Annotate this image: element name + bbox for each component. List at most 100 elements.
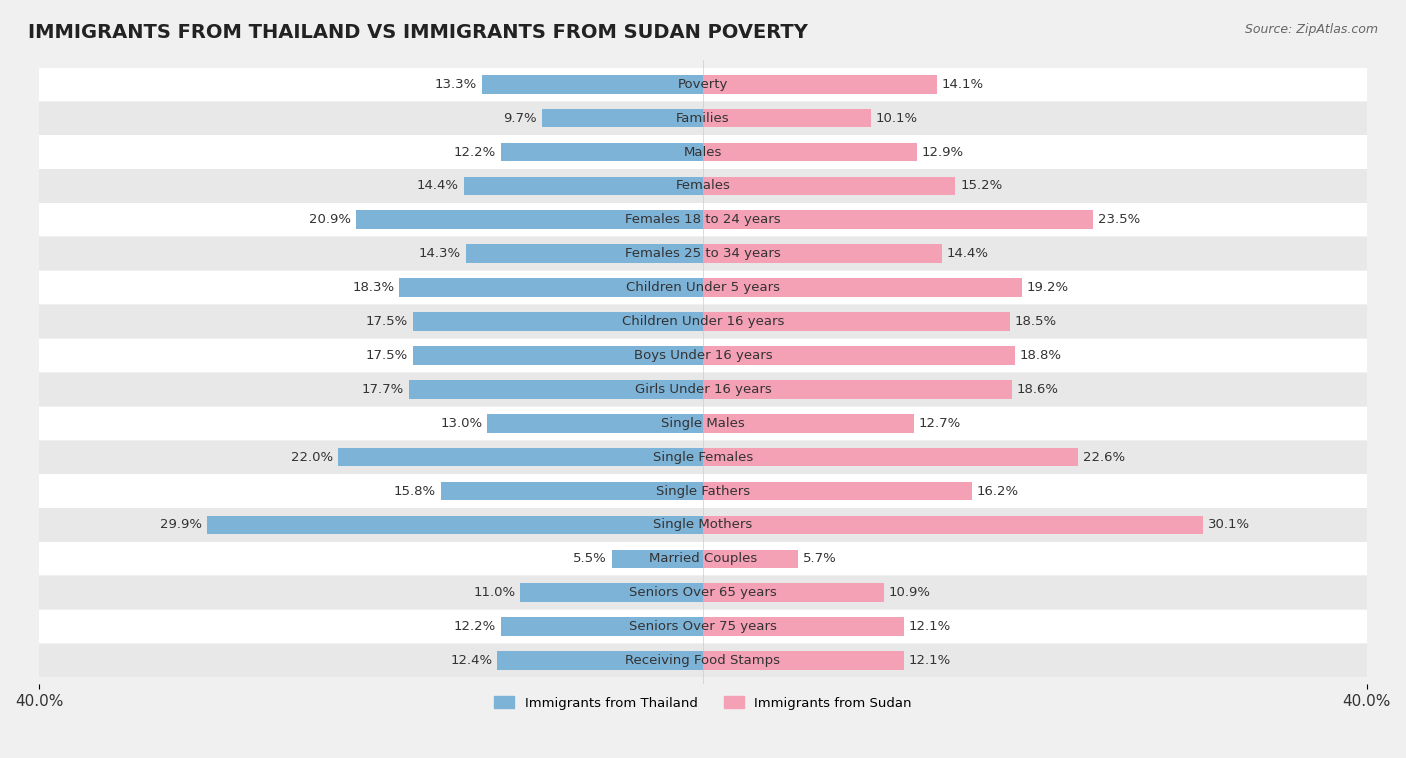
Bar <box>207 515 703 534</box>
Bar <box>703 584 884 602</box>
Bar <box>703 244 942 263</box>
Text: Single Females: Single Females <box>652 450 754 464</box>
Bar <box>543 109 703 127</box>
Text: Source: ZipAtlas.com: Source: ZipAtlas.com <box>1244 23 1378 36</box>
Bar <box>703 617 904 636</box>
Text: IMMIGRANTS FROM THAILAND VS IMMIGRANTS FROM SUDAN POVERTY: IMMIGRANTS FROM THAILAND VS IMMIGRANTS F… <box>28 23 808 42</box>
Text: Single Mothers: Single Mothers <box>654 518 752 531</box>
Text: 12.2%: 12.2% <box>453 146 495 158</box>
Text: 12.2%: 12.2% <box>453 620 495 633</box>
Text: 12.1%: 12.1% <box>908 654 950 667</box>
Bar <box>703 211 1092 229</box>
Text: 17.7%: 17.7% <box>361 383 405 396</box>
Text: Girls Under 16 years: Girls Under 16 years <box>634 383 772 396</box>
Bar <box>39 169 1367 202</box>
Text: 14.4%: 14.4% <box>948 247 988 260</box>
Text: 30.1%: 30.1% <box>1208 518 1250 531</box>
Bar <box>703 380 1012 399</box>
Bar <box>39 542 1367 575</box>
Bar <box>409 380 703 399</box>
Text: 13.0%: 13.0% <box>440 417 482 430</box>
Bar <box>703 346 1015 365</box>
Text: 23.5%: 23.5% <box>1098 213 1140 227</box>
Text: 12.4%: 12.4% <box>450 654 492 667</box>
Bar <box>441 481 703 500</box>
Bar <box>703 312 1010 330</box>
Text: 22.0%: 22.0% <box>291 450 333 464</box>
Text: 14.3%: 14.3% <box>419 247 461 260</box>
Text: 15.2%: 15.2% <box>960 180 1002 193</box>
Bar <box>703 109 870 127</box>
Bar <box>39 305 1367 338</box>
Text: 11.0%: 11.0% <box>474 586 516 600</box>
Bar <box>612 550 703 568</box>
Bar <box>39 67 1367 101</box>
Bar <box>703 414 914 433</box>
Text: 18.8%: 18.8% <box>1019 349 1062 362</box>
Bar <box>337 448 703 466</box>
Text: Seniors Over 65 years: Seniors Over 65 years <box>628 586 778 600</box>
Text: 19.2%: 19.2% <box>1026 281 1069 294</box>
Text: 9.7%: 9.7% <box>503 111 537 124</box>
Bar <box>39 509 1367 541</box>
Bar <box>703 515 1202 534</box>
Text: 29.9%: 29.9% <box>160 518 202 531</box>
Text: 18.5%: 18.5% <box>1015 315 1057 328</box>
Text: 14.1%: 14.1% <box>942 78 984 91</box>
Bar <box>39 339 1367 372</box>
Bar <box>703 481 972 500</box>
Text: Children Under 5 years: Children Under 5 years <box>626 281 780 294</box>
Bar <box>39 610 1367 644</box>
Bar <box>412 346 703 365</box>
Text: Single Males: Single Males <box>661 417 745 430</box>
Text: 5.7%: 5.7% <box>803 553 837 565</box>
Text: Families: Families <box>676 111 730 124</box>
Text: 15.8%: 15.8% <box>394 484 436 497</box>
Bar <box>39 373 1367 406</box>
Bar <box>39 440 1367 474</box>
Bar <box>703 550 797 568</box>
Text: Receiving Food Stamps: Receiving Food Stamps <box>626 654 780 667</box>
Bar <box>501 617 703 636</box>
Text: Females 25 to 34 years: Females 25 to 34 years <box>626 247 780 260</box>
Bar <box>703 448 1078 466</box>
Text: 14.4%: 14.4% <box>418 180 458 193</box>
Text: Children Under 16 years: Children Under 16 years <box>621 315 785 328</box>
Bar <box>488 414 703 433</box>
Bar <box>39 102 1367 135</box>
Legend: Immigrants from Thailand, Immigrants from Sudan: Immigrants from Thailand, Immigrants fro… <box>489 691 917 715</box>
Text: 22.6%: 22.6% <box>1083 450 1125 464</box>
Text: 17.5%: 17.5% <box>366 349 408 362</box>
Bar <box>498 651 703 670</box>
Bar <box>482 75 703 93</box>
Text: 12.9%: 12.9% <box>922 146 965 158</box>
Text: 13.3%: 13.3% <box>434 78 477 91</box>
Text: Single Fathers: Single Fathers <box>657 484 749 497</box>
Bar <box>464 177 703 196</box>
Bar <box>39 475 1367 508</box>
Bar <box>520 584 703 602</box>
Text: 16.2%: 16.2% <box>977 484 1019 497</box>
Bar <box>39 203 1367 236</box>
Text: Married Couples: Married Couples <box>650 553 756 565</box>
Text: Females: Females <box>675 180 731 193</box>
Bar <box>39 136 1367 168</box>
Bar <box>39 644 1367 677</box>
Bar <box>501 143 703 161</box>
Bar <box>703 177 955 196</box>
Bar <box>703 143 917 161</box>
Text: Males: Males <box>683 146 723 158</box>
Text: Seniors Over 75 years: Seniors Over 75 years <box>628 620 778 633</box>
Text: 18.6%: 18.6% <box>1017 383 1059 396</box>
Bar <box>412 312 703 330</box>
Bar <box>703 278 1022 297</box>
Bar <box>465 244 703 263</box>
Text: 20.9%: 20.9% <box>309 213 352 227</box>
Text: 18.3%: 18.3% <box>352 281 394 294</box>
Text: 17.5%: 17.5% <box>366 315 408 328</box>
Text: Boys Under 16 years: Boys Under 16 years <box>634 349 772 362</box>
Bar <box>703 75 936 93</box>
Text: Poverty: Poverty <box>678 78 728 91</box>
Bar <box>356 211 703 229</box>
Bar <box>39 406 1367 440</box>
